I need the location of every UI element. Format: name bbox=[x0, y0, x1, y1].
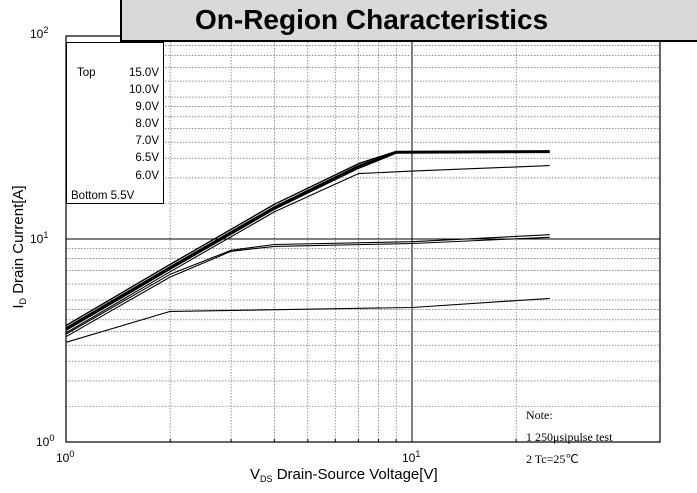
x-tick-1: 100 bbox=[56, 449, 75, 465]
grid bbox=[65, 36, 660, 442]
legend-bottom-label: Bottom bbox=[71, 190, 108, 202]
y-tick-1: 100 bbox=[36, 433, 55, 449]
legend-item-9v: 9.0V bbox=[135, 101, 159, 113]
series-line-6-5v bbox=[65, 234, 550, 335]
legend-item-5-5v: 5.5V bbox=[110, 190, 135, 202]
legend-item-10v: 10.0V bbox=[128, 84, 159, 96]
y-tick-100: 102 bbox=[30, 25, 49, 41]
legend-item-15v: 15.0V bbox=[128, 67, 159, 79]
series-line-6-0v bbox=[65, 236, 550, 338]
title-box: On-Region Characteristics bbox=[120, 0, 697, 42]
y-axis-label: ID Drain Current[A] bbox=[10, 185, 28, 309]
legend-item-6v: 6.0V bbox=[135, 170, 159, 182]
series-line-5-5v bbox=[65, 297, 550, 343]
legend-bottom-entry: Bottom 5.5V bbox=[71, 190, 134, 202]
legend-item-7v: 7.0V bbox=[135, 135, 159, 147]
series-line-7-0v bbox=[65, 165, 550, 334]
legend: Top 15.0V 10.0V 9.0V 8.0V 7.0V 6.5V 6.0V… bbox=[66, 42, 164, 204]
chart-title: On-Region Characteristics bbox=[195, 4, 549, 35]
x-tick-10: 101 bbox=[402, 449, 421, 465]
legend-item-6-5v: 6.5V bbox=[135, 152, 159, 164]
legend-item-8v: 8.0V bbox=[135, 118, 159, 130]
note-line-2: 2 Tc=25℃ bbox=[526, 452, 579, 466]
note-title: Note: bbox=[526, 408, 553, 422]
series-lines bbox=[65, 150, 550, 343]
y-tick-10: 101 bbox=[30, 230, 49, 246]
note-line-1: 1 250μsipulse test bbox=[526, 430, 613, 444]
legend-top-label: Top bbox=[77, 67, 96, 79]
x-axis-label: VDS Drain-Source Voltage[V] bbox=[250, 466, 438, 484]
series-line-8-0v bbox=[65, 151, 550, 331]
